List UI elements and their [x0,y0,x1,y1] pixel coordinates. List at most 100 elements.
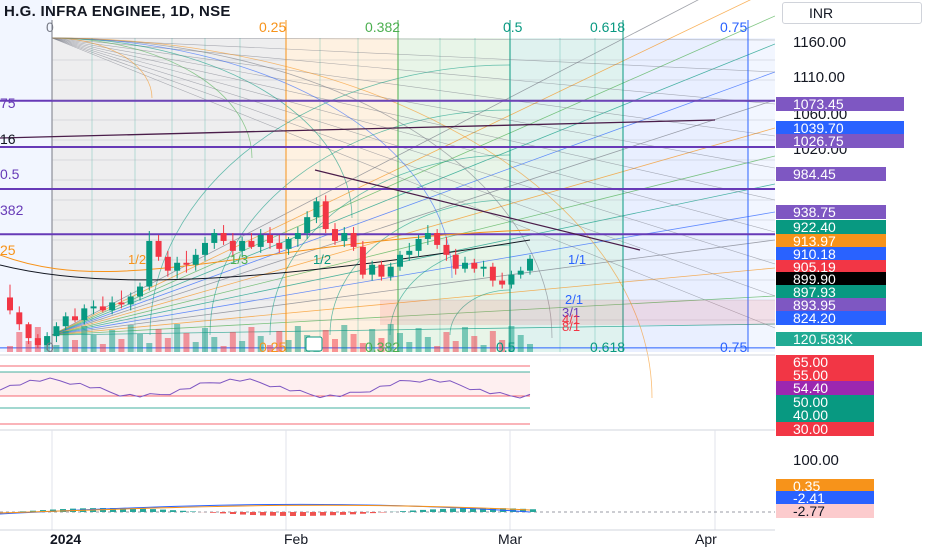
fib-arc [329,199,511,336]
currency-selector[interactable]: INR [782,2,922,24]
candle-body [164,256,171,271]
volume-bar [229,332,236,352]
macd-histogram-bar [190,511,196,512]
price-tag: 910.18 [776,247,886,261]
candle-body [378,264,385,277]
fan-line [51,323,775,336]
price-chart[interactable] [0,0,775,550]
candle-body [34,338,41,346]
candle-body [341,233,348,241]
volume-bar [174,324,181,352]
fan-line [51,0,751,336]
macd-histogram-bar [400,511,406,512]
macd-histogram-bar [170,510,176,512]
macd-histogram-bar [20,511,26,512]
rsi-tag: 40.00 [776,408,874,422]
volume-bar [397,333,403,352]
macd-histogram-bar [440,508,446,512]
price-tag: 922.40 [776,220,886,234]
macd-histogram-bar [480,508,486,512]
volume-bar [164,338,171,352]
fib-level-label: 0.618 [590,19,626,35]
candle-body [434,233,441,245]
price-tag: 1039.70 [776,121,904,135]
fan-line [51,37,775,137]
candle-body [369,264,376,275]
fan-line [51,127,775,336]
volume-bar [183,333,190,352]
volume-bar [387,324,394,352]
candle-body [462,262,468,269]
candle-body [294,233,301,239]
candle-body [137,286,143,297]
fan-line [51,37,775,201]
volume-bar [359,343,366,352]
volume-bar [62,331,69,352]
fan-line [51,37,775,297]
candle-body [174,262,181,271]
candle-body [248,240,255,247]
fib-level-label: 0.5 [496,339,516,355]
fan-line [51,37,775,265]
macd-histogram-bar [130,508,136,512]
fan-line [51,211,775,336]
price-tag: 899.90 [776,272,886,286]
candle-body [527,258,533,271]
fib-level-label: 0.75 [720,19,748,35]
chart-title: H.G. INFRA ENGINEE, 1D, NSE [4,3,231,20]
fan-line [51,71,775,336]
fan-ratio-label: 8/1 [562,319,581,334]
candle-body [72,316,78,321]
price-tag: 824.20 [776,311,886,325]
macd-histogram-bar [310,512,316,516]
earnings-marker-icon [305,336,323,352]
fib-arc [149,64,511,336]
fib-level-label: 0.618 [590,339,626,355]
price-tag: 897.93 [776,285,886,299]
macd-histogram-bar [280,512,286,516]
candle-body [109,302,116,311]
candle-body [25,324,32,339]
volume-bar [294,326,301,352]
price-tick-label: 1110.00 [793,69,845,86]
macd-tag: 0.35 [776,479,874,493]
candle-body [99,306,106,311]
macd-axis-tick: 100.00 [793,452,839,469]
fan-line [51,239,775,336]
volume-bar [239,341,246,352]
volume-bar [341,325,348,352]
price-tag: 913.97 [776,234,886,248]
macd-histogram-bar [270,512,276,516]
fib-level-label: 0.25 [259,19,287,35]
price-tag: 120.583K [776,332,922,346]
fib-arc [209,109,511,336]
fib-arc [51,37,553,339]
candle-body [471,262,478,269]
volume-bar [276,331,283,352]
macd-histogram-bar [260,512,266,516]
fan-line [51,37,775,329]
rsi-tag: 54.40 [776,381,874,395]
candle-body [332,229,338,241]
fan-line [51,37,775,41]
volume-bar [53,345,60,352]
fan-ratio-label: 2/1 [565,292,584,307]
price-tag: 938.75 [776,205,886,219]
volume-bar [434,346,441,352]
macd-histogram-bar [220,512,226,514]
fib-level-label: 0.382 [365,339,401,355]
volume-bar [192,342,199,352]
rsi-tag: 30.00 [776,422,874,436]
macd-histogram-bar [300,512,306,516]
level-label: 75 [0,95,16,111]
rsi-line [0,377,531,399]
candle-body [127,296,134,305]
candle-body [397,254,403,267]
fan-ratio-label: 1/1 [568,252,587,267]
fan-ratio-label: 1/2 [313,252,332,267]
macd-histogram-bar [360,512,366,514]
time-axis-label: Apr [695,531,717,547]
candle-body [424,233,431,239]
candle-body [220,233,227,241]
candle-body [229,240,236,251]
